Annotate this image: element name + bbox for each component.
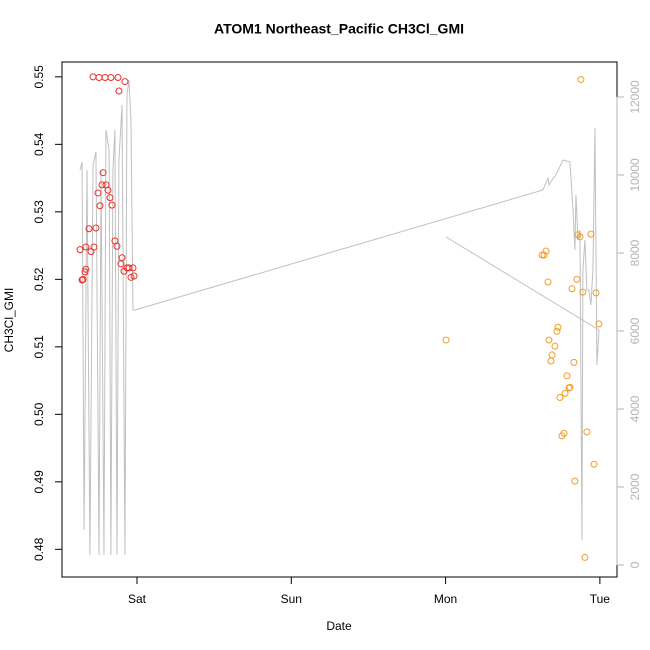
data-point	[571, 477, 579, 485]
data-point	[587, 230, 595, 238]
chart-title: ATOM1 Northeast_Pacific CH3Cl_GMI	[214, 21, 464, 37]
y2-tick-label: 0	[628, 561, 642, 568]
data-point	[104, 186, 112, 194]
plot-box	[61, 61, 618, 578]
data-point	[113, 242, 121, 250]
y2-tick-label: 12000	[628, 80, 642, 114]
data-point	[108, 201, 116, 209]
data-point	[548, 351, 556, 359]
y-tick-label: 0.49	[32, 470, 46, 494]
data-point	[540, 251, 548, 259]
x-tick-label: Tue	[590, 592, 611, 606]
data-point	[82, 243, 90, 251]
y-tick-label: 0.48	[32, 537, 46, 561]
y2-tick-label: 4000	[628, 395, 642, 422]
x-tick-label: Sat	[128, 592, 147, 606]
y2-tick-label: 6000	[628, 317, 642, 344]
data-point	[90, 243, 98, 251]
data-point	[96, 202, 104, 210]
y-tick-label: 0.50	[32, 402, 46, 426]
data-point	[563, 372, 571, 380]
data-point	[583, 428, 591, 436]
data-point	[553, 327, 561, 335]
data-point	[121, 78, 129, 86]
y-tick-label: 0.51	[32, 335, 46, 359]
data-point	[442, 336, 450, 344]
y2-tick-label: 8000	[628, 239, 642, 266]
data-point	[576, 233, 584, 241]
data-point	[106, 194, 114, 202]
x-tick-label: Sun	[281, 592, 302, 606]
data-point	[554, 323, 562, 331]
y2-tick-label: 2000	[628, 473, 642, 500]
y2-tick-label: 10000	[628, 158, 642, 192]
data-point	[92, 224, 100, 232]
x-axis-label: Date	[326, 619, 352, 633]
data-point	[107, 74, 115, 82]
data-point	[130, 272, 138, 280]
data-point	[579, 288, 587, 296]
data-point	[577, 76, 585, 84]
data-point	[551, 342, 559, 350]
data-point	[125, 264, 133, 272]
data-point	[118, 254, 126, 262]
data-point	[590, 460, 598, 468]
data-point	[99, 169, 107, 177]
data-point	[561, 389, 569, 397]
data-point	[82, 265, 90, 273]
data-point	[592, 289, 600, 297]
data-point	[566, 383, 574, 391]
x-tick-label: Mon	[434, 592, 457, 606]
data-point	[544, 278, 552, 286]
data-point	[568, 285, 576, 293]
data-point	[95, 74, 103, 82]
y-axis-label: CH3Cl_GMI	[2, 288, 16, 353]
data-point	[85, 225, 93, 233]
data-line	[79, 79, 600, 556]
data-point	[79, 275, 87, 283]
data-point	[560, 429, 568, 437]
data-point	[556, 393, 564, 401]
y-tick-label: 0.55	[32, 65, 46, 89]
data-point	[76, 246, 84, 254]
data-point	[581, 553, 589, 561]
data-point	[78, 276, 86, 284]
data-point	[89, 73, 97, 81]
data-point	[573, 275, 581, 283]
y-tick-label: 0.52	[32, 267, 46, 291]
y-tick-label: 0.53	[32, 200, 46, 224]
y-tick-label: 0.54	[32, 132, 46, 156]
data-point	[538, 251, 546, 259]
data-point	[547, 357, 555, 365]
data-point	[115, 87, 123, 95]
data-point	[114, 74, 122, 82]
data-point	[94, 189, 102, 197]
data-point	[98, 181, 106, 189]
data-point	[595, 320, 603, 328]
data-point	[101, 74, 109, 82]
data-point	[542, 247, 550, 255]
data-point	[570, 358, 578, 366]
data-point	[545, 336, 553, 344]
data-point	[129, 264, 137, 272]
data-point	[565, 384, 573, 392]
data-point	[574, 231, 582, 239]
